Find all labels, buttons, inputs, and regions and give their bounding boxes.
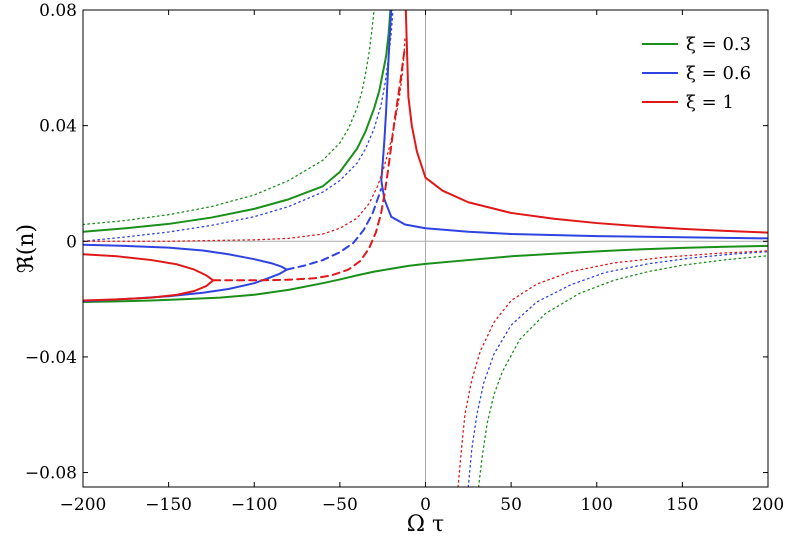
x-axis-title: Ω τ — [407, 512, 444, 537]
series-line-6 — [285, 188, 382, 271]
y-axis-title: ℜ(n) — [14, 224, 39, 273]
y-tick-label: 0.08 — [39, 1, 77, 21]
legend: ξ = 0.3 ξ = 0.6 ξ = 1 — [642, 34, 751, 113]
series-line-10 — [83, 253, 215, 282]
series-line-13 — [404, 10, 768, 234]
x-tick-label: −50 — [322, 495, 358, 515]
y-tick-label: −0.08 — [25, 464, 77, 484]
x-tick-label: 150 — [666, 495, 698, 515]
series-line-7 — [380, 10, 768, 240]
x-tick-label: 100 — [581, 495, 613, 515]
reference-lines — [83, 10, 768, 487]
series-line-12 — [212, 46, 406, 282]
y-tick-label: 0 — [66, 232, 77, 252]
ticks-layer: −200 −150 −100 −50 0 50 100 150 200 −0.08 −0.04 0 0.… — [25, 1, 784, 515]
legend-label: ξ = 0.6 — [686, 63, 751, 84]
series-line-3 — [477, 255, 768, 487]
series-layer — [83, 10, 768, 487]
series-line-15 — [83, 38, 406, 242]
y-tick-label: −0.04 — [25, 348, 77, 368]
series-line-14 — [457, 250, 768, 487]
series-line-1 — [83, 244, 768, 303]
legend-label: ξ = 0.3 — [686, 34, 751, 55]
series-line-5 — [83, 268, 288, 303]
x-tick-label: −200 — [60, 495, 107, 515]
series-line-0 — [83, 10, 392, 233]
series-line-4 — [83, 243, 288, 271]
legend-label: ξ = 1 — [686, 92, 734, 113]
y-tick-label: 0.04 — [39, 117, 77, 137]
x-tick-label: 200 — [752, 495, 784, 515]
series-line-2 — [83, 10, 375, 226]
x-tick-label: −100 — [231, 495, 278, 515]
series-line-9 — [467, 251, 768, 487]
x-tick-label: 0 — [420, 495, 431, 515]
x-tick-label: −150 — [145, 495, 192, 515]
x-tick-label: 50 — [500, 495, 522, 515]
series-line-8 — [83, 10, 394, 242]
series-line-11 — [83, 279, 215, 302]
